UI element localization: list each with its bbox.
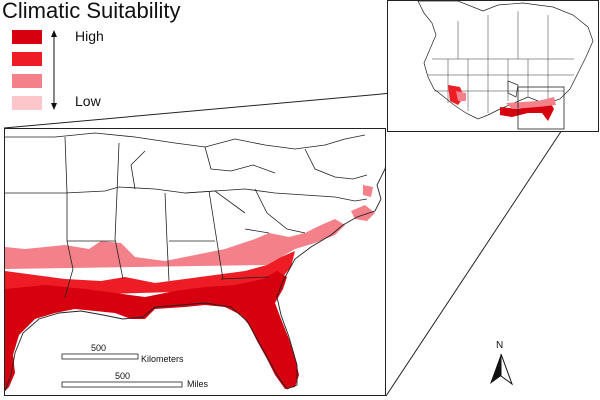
suitability-zone-medium-high — [5, 251, 295, 297]
scale-km-value: 500 — [91, 343, 107, 353]
scale-bar-km — [61, 353, 139, 360]
legend-swatch-medium-high — [12, 52, 42, 66]
north-america-outline — [417, 1, 594, 120]
north-label: N — [496, 340, 504, 351]
legend-swatch-low — [12, 96, 42, 110]
legend-swatch-medium — [12, 74, 42, 88]
scale-bar-mi — [61, 381, 183, 388]
legend: Climatic Suitability High Low — [0, 0, 300, 125]
scale-mi-value: 500 — [115, 371, 131, 381]
legend-low-label: Low — [75, 93, 101, 109]
scale-km-unit: Kilometers — [141, 354, 184, 364]
main-map: 500 Kilometers 500 Miles — [4, 128, 386, 396]
inset-suitability-zones — [448, 85, 556, 121]
scale-mi-unit: Miles — [187, 379, 209, 389]
inset-extent-box — [517, 86, 565, 130]
inset-map — [387, 0, 599, 132]
double-arrow-icon — [51, 30, 57, 110]
legend-title: Climatic Suitability — [2, 0, 181, 23]
legend-swatch-high — [12, 30, 42, 44]
suitability-zone-low — [5, 185, 375, 269]
legend-high-label: High — [75, 28, 104, 44]
state-borders — [5, 132, 368, 298]
coastline — [5, 166, 385, 392]
suitability-zone-high — [5, 271, 299, 391]
north-arrow-icon — [490, 354, 514, 386]
